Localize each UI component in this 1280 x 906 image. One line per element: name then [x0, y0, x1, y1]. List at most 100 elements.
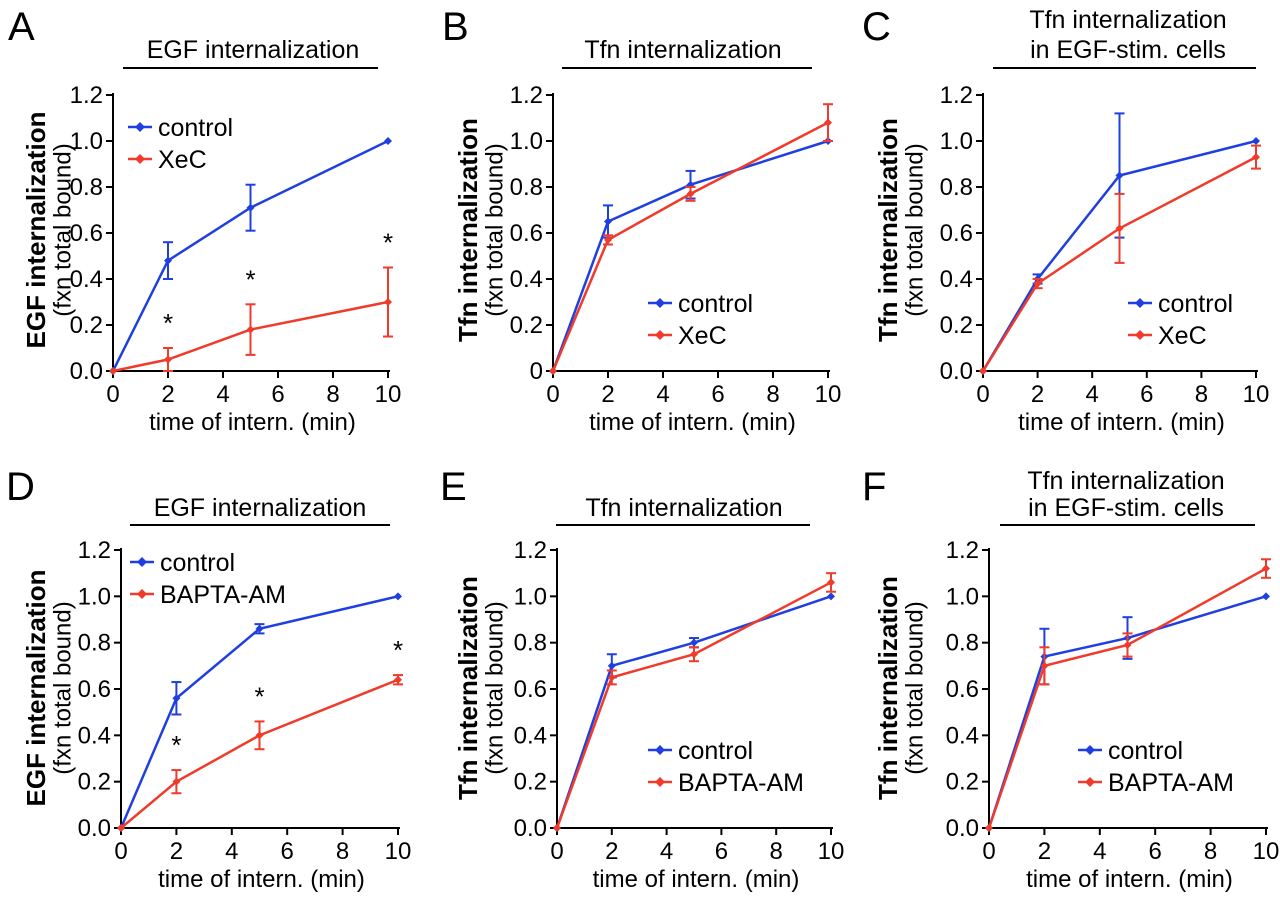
y-tick-label: 0.6	[510, 220, 543, 247]
x-axis-label: time of intern. (min)	[158, 866, 365, 893]
data-point	[1115, 224, 1124, 233]
y-tick-label: 0.0	[78, 815, 111, 842]
series-line	[987, 595, 1267, 829]
series-line	[987, 567, 1267, 829]
y-tick-label: 0.4	[514, 722, 547, 749]
data-point	[690, 638, 698, 647]
series-control	[109, 137, 392, 375]
data-point	[255, 624, 264, 633]
legend-label: control	[1158, 290, 1233, 318]
x-axis-label: time of intern. (min)	[1018, 409, 1225, 436]
data-point	[1262, 564, 1270, 573]
series-line	[551, 121, 829, 372]
significance-star: *	[254, 681, 264, 711]
x-tick-label: 6	[281, 838, 294, 865]
x-tick-label: 0	[114, 838, 127, 865]
y-tick-label: 0.2	[78, 769, 111, 796]
panel-letter: B	[442, 5, 469, 49]
y-tick-label: 0.8	[946, 630, 979, 657]
y-tick-label: 0.8	[78, 630, 111, 657]
series-line	[120, 678, 399, 829]
x-tick-label: 2	[1038, 838, 1051, 865]
data-point	[384, 137, 392, 145]
data-point	[246, 203, 255, 212]
data-point	[604, 235, 612, 244]
data-point	[1252, 153, 1260, 162]
y-tick-label: 1.0	[946, 583, 979, 610]
y-tick-label: 0.0	[70, 358, 103, 385]
x-tick-label: 4	[1093, 838, 1106, 865]
x-axis-label: time of intern. (min)	[593, 866, 800, 893]
x-tick-label: 2	[601, 381, 614, 408]
x-tick-label: 4	[660, 838, 673, 865]
series-line	[111, 139, 389, 372]
legend-label: control	[1108, 737, 1183, 765]
y-axis-sublabel: (fxn total bound)	[481, 601, 508, 774]
x-tick-label: 2	[1031, 381, 1044, 408]
x-tick-label: 0	[106, 381, 119, 408]
panel-title: Tfn internalization	[585, 494, 782, 522]
x-axis-label: time of intern. (min)	[589, 409, 796, 436]
panel-title: in EGF-stim. cells	[1028, 494, 1224, 522]
series-line	[119, 595, 399, 829]
x-tick-label: 4	[216, 381, 229, 408]
y-axis-label: Tfn internalization	[453, 576, 483, 800]
panel-title: Tfn internalization	[1029, 6, 1226, 34]
data-point	[1252, 137, 1260, 145]
data-point	[979, 367, 987, 375]
y-tick-label: 0.4	[78, 722, 111, 749]
y-tick-label: 0.8	[510, 174, 543, 201]
y-tick-label: 0.0	[940, 358, 973, 385]
y-axis-sublabel: (fxn total bound)	[481, 143, 508, 316]
y-tick-label: 1.0	[514, 583, 547, 610]
data-point	[827, 578, 835, 587]
x-tick-label: 2	[170, 838, 183, 865]
series-line	[981, 155, 1257, 372]
legend-marker	[655, 777, 665, 787]
data-point	[255, 731, 264, 740]
x-tick-label: 6	[271, 381, 284, 408]
y-tick-label: 0.8	[514, 630, 547, 657]
data-point	[549, 367, 557, 375]
series-bapta-am	[117, 674, 403, 832]
legend-label: XeC	[678, 322, 727, 350]
data-point	[394, 675, 402, 684]
y-tick-label: 0.2	[70, 312, 103, 339]
y-tick-label: 1.0	[940, 128, 973, 155]
legend-marker	[137, 557, 147, 567]
y-axis-label: Tfn internalization	[873, 576, 903, 800]
legend-label: BAPTA-AM	[1108, 769, 1234, 797]
data-point	[1040, 661, 1049, 670]
y-tick-label: 0.6	[940, 220, 973, 247]
data-point	[164, 256, 172, 265]
x-tick-label: 4	[225, 838, 238, 865]
legend-label: control	[158, 114, 233, 142]
y-tick-label: 0.2	[514, 769, 547, 796]
series-line	[112, 300, 389, 373]
y-tick-label: 1.0	[78, 583, 111, 610]
data-point	[394, 592, 402, 601]
legend-label: control	[160, 549, 235, 577]
x-tick-label: 8	[770, 838, 783, 865]
y-tick-label: 0.2	[946, 769, 979, 796]
legend-label: XeC	[158, 146, 207, 174]
series-bapta-am	[553, 572, 836, 832]
y-axis-label: Tfn internalization	[453, 118, 483, 342]
y-tick-label: 1.2	[78, 537, 111, 564]
y-tick-label: 0.2	[510, 312, 543, 339]
x-tick-label: 8	[336, 838, 349, 865]
y-axis-label: EGF internalization	[21, 112, 51, 349]
data-point	[1033, 279, 1042, 288]
data-point	[172, 694, 181, 703]
x-tick-label: 4	[656, 381, 669, 408]
y-tick-label: 1.0	[510, 128, 543, 155]
panel-letter: D	[6, 465, 35, 509]
y-tick-label: 0.4	[70, 266, 103, 293]
significance-star: *	[245, 264, 255, 294]
x-tick-label: 8	[1204, 838, 1217, 865]
legend-marker	[655, 745, 665, 755]
series-line	[551, 139, 829, 372]
legend-marker	[1135, 298, 1145, 308]
